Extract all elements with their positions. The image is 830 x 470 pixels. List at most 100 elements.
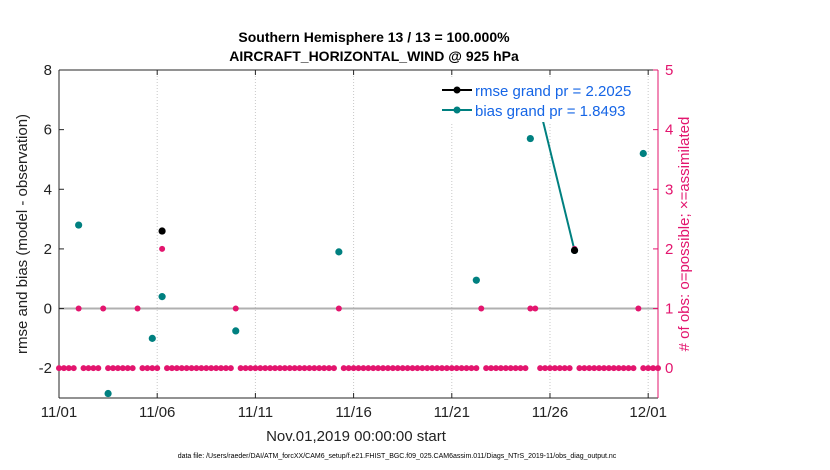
obs-count-point (566, 365, 573, 372)
obs-count-point (502, 365, 509, 372)
obs-count-point (429, 365, 436, 372)
obs-count-point (154, 365, 161, 372)
obs-count-point (640, 365, 647, 372)
obs-count-point (394, 365, 401, 372)
obs-count-point (438, 365, 445, 372)
obs-count-point (193, 365, 200, 372)
obs-count-point (620, 365, 627, 372)
obs-count-point (512, 365, 519, 372)
obs-count-point (463, 365, 470, 372)
obs-count-point (178, 365, 185, 372)
obs-count-point (286, 365, 293, 372)
bias-point (148, 334, 156, 342)
obs-count-point (70, 365, 77, 372)
obs-count-point (615, 365, 622, 372)
obs-count-point (56, 365, 62, 372)
obs-count-point (404, 365, 411, 372)
obs-count-point (345, 365, 352, 372)
legend-box (438, 78, 644, 122)
obs-count-point (85, 365, 92, 372)
obs-count-point (267, 365, 274, 372)
obs-count-point (114, 365, 121, 372)
obs-count-point (134, 305, 141, 312)
obs-count-point (655, 365, 661, 372)
obs-count-point (105, 365, 112, 372)
y-right-tick-label: 3 (665, 181, 673, 198)
obs-count-point (232, 305, 239, 312)
y-right-tick-label: 5 (665, 62, 673, 79)
obs-count-point (424, 365, 431, 372)
bias-point (639, 149, 647, 158)
obs-count-point (483, 365, 490, 372)
obs-count-point (139, 365, 146, 372)
obs-count-point (596, 365, 603, 372)
bias-point (472, 276, 480, 284)
y-right-tick-labels: 0 1 2 3 4 5 (665, 62, 673, 377)
obs-count-point (168, 365, 175, 372)
obs-count-point (380, 365, 387, 372)
obs-count-point (448, 365, 455, 372)
obs-count-point (330, 365, 337, 372)
obs-count-point (291, 365, 298, 372)
obs-count-point (546, 365, 553, 372)
obs-count-point (370, 365, 377, 372)
obs-count-point (581, 365, 588, 372)
obs-count-point (355, 365, 362, 372)
x-axis-label: Nov.01,2019 00:00:00 start (266, 428, 447, 445)
obs-count-point (586, 365, 593, 372)
obs-count-point (365, 365, 372, 372)
obs-count-point (75, 305, 82, 312)
y-left-tick-label: 8 (44, 62, 52, 79)
legend: rmse grand pr = 2.2025 bias grand pr = 1… (438, 78, 644, 122)
x-tick-label: 11/26 (532, 404, 568, 421)
obs-count-point (119, 365, 126, 372)
obs-count-point (198, 365, 205, 372)
obs-count-point (473, 365, 480, 372)
obs-count-point (208, 365, 215, 372)
rmse-point (158, 227, 166, 235)
obs-count-point (272, 365, 279, 372)
bias-point (232, 327, 240, 335)
obs-count-point (296, 365, 303, 372)
obs-count-point (90, 365, 97, 372)
obs-count-point (340, 365, 347, 372)
obs-count-point (173, 365, 180, 372)
obs-count-point (600, 365, 607, 372)
x-tick-label: 11/16 (335, 404, 371, 421)
y-left-tick-label: 4 (44, 181, 52, 198)
obs-count-point (537, 365, 544, 372)
legend-bias-label: bias grand pr = 1.8493 (475, 103, 626, 120)
y-right-tick-label: 1 (665, 301, 673, 318)
obs-count-point (551, 365, 558, 372)
obs-count-point (218, 365, 225, 372)
obs-count-point (488, 365, 495, 372)
obs-count-point (183, 365, 190, 372)
y-axis-label-right: # of obs: o=possible; ×=assimilated (676, 117, 693, 352)
bias-point (75, 221, 83, 229)
y-right-tick-label: 0 (665, 360, 673, 377)
obs-count-point (188, 365, 195, 372)
obs-count-point (605, 365, 612, 372)
bias-point (526, 134, 534, 143)
obs-count-point (492, 365, 499, 372)
obs-count-point (478, 305, 485, 312)
obs-count-point (517, 365, 524, 372)
obs-count-point (110, 365, 117, 372)
obs-count-point (389, 365, 396, 372)
footer-data-file: data file: /Users/raeder/DAI/ATM_forcXX/… (178, 453, 617, 460)
legend-bias-marker (453, 106, 461, 114)
obs-count-point (419, 365, 426, 372)
bias-point (335, 248, 343, 256)
x-tick-label: 11/01 (41, 404, 77, 421)
obs-count-point (527, 305, 534, 312)
obs-count-point (414, 365, 421, 372)
obs-count-point (159, 245, 166, 252)
obs-count-point (645, 365, 652, 372)
y-right-tick-label: 4 (665, 122, 673, 139)
bias-point (104, 389, 112, 398)
obs-count-point (242, 365, 249, 372)
obs-count-point (375, 365, 382, 372)
rmse-point (570, 246, 579, 254)
obs-count-point (95, 365, 102, 372)
obs-count-point (468, 365, 475, 372)
